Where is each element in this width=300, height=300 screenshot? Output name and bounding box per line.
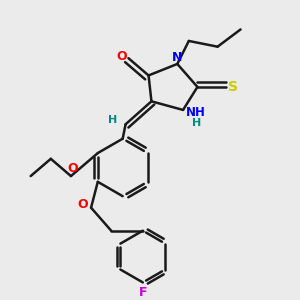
Text: S: S <box>228 80 239 94</box>
Text: O: O <box>116 50 127 63</box>
Text: O: O <box>67 162 78 176</box>
Text: H: H <box>192 118 202 128</box>
Text: NH: NH <box>186 106 206 119</box>
Text: H: H <box>108 115 117 125</box>
Text: N: N <box>172 51 182 64</box>
Text: O: O <box>77 198 88 211</box>
Text: F: F <box>139 286 147 299</box>
